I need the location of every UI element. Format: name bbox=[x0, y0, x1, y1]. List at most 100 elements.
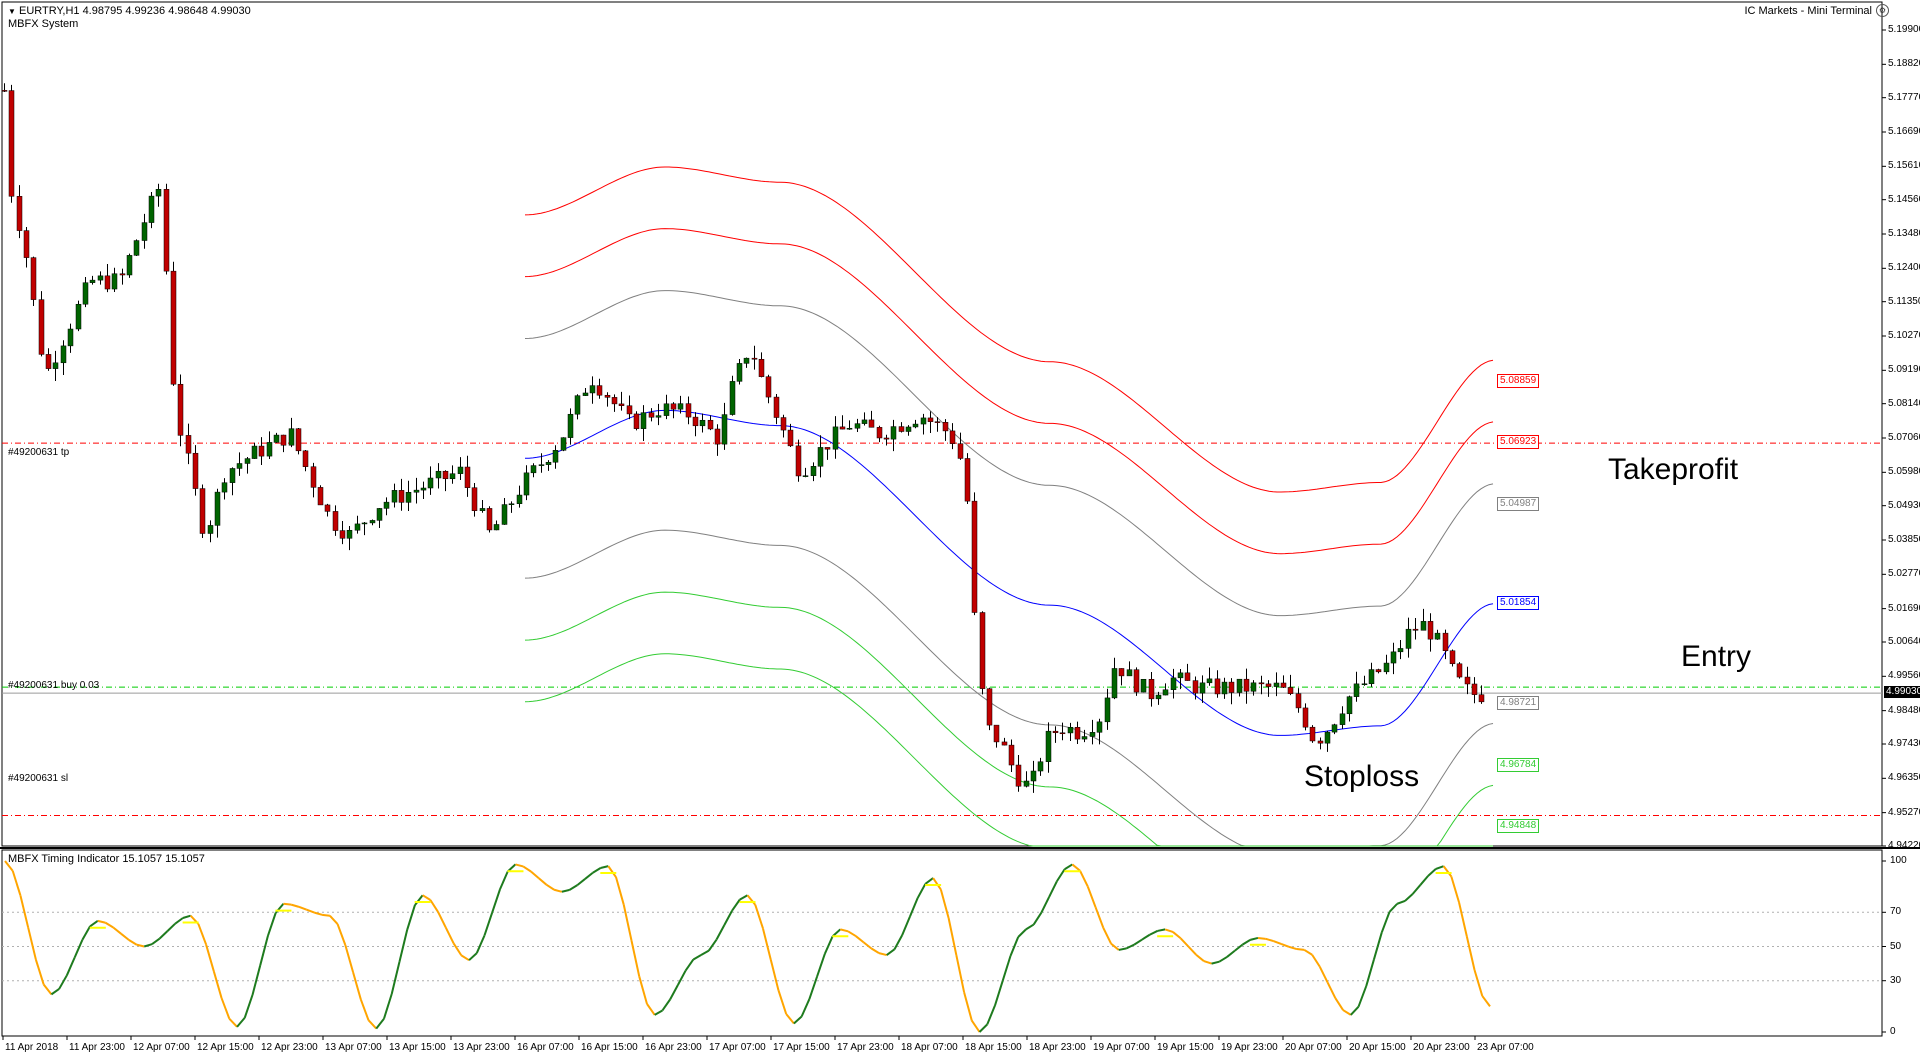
bear-candle bbox=[1008, 744, 1015, 766]
oscillator-rising-segment bbox=[406, 904, 416, 931]
bull-candle bbox=[266, 442, 273, 457]
oscillator-falling-segment bbox=[777, 989, 788, 1015]
oscillator-rising-segment bbox=[398, 929, 409, 963]
price-axis-label: 5.12400 bbox=[1888, 262, 1920, 274]
oscillator-rising-segment bbox=[243, 994, 254, 1019]
bull-candle bbox=[810, 466, 817, 476]
bull-candle bbox=[1023, 780, 1030, 787]
settings-icon[interactable]: ⚙ bbox=[1876, 4, 1889, 17]
tp-order-label: #49200631 tp bbox=[8, 447, 70, 458]
oscillator-rising-segment bbox=[986, 1005, 996, 1025]
oscillator-rising-segment bbox=[1211, 960, 1220, 965]
time-axis-label: 13 Apr 07:00 bbox=[325, 1042, 382, 1053]
broker-label: IC Markets - Mini Terminal bbox=[1744, 5, 1872, 17]
oscillator-rising-segment bbox=[89, 920, 99, 928]
oscillator-rising-segment bbox=[715, 924, 726, 941]
oscillator-falling-segment bbox=[769, 959, 780, 991]
price-axis-label: 5.00640 bbox=[1888, 636, 1920, 647]
bull-candle bbox=[1420, 621, 1427, 631]
oscillator-rising-segment bbox=[661, 998, 671, 1012]
bull-candle bbox=[1126, 669, 1133, 677]
bear-candle bbox=[119, 273, 126, 276]
oscillator-falling-segment bbox=[615, 876, 625, 905]
bull-candle bbox=[251, 445, 258, 459]
bear-candle bbox=[934, 421, 941, 423]
oscillator-falling-segment bbox=[290, 903, 300, 908]
oscillator-falling-segment bbox=[754, 904, 764, 929]
main-pane-frame bbox=[1, 1, 1883, 847]
bull-candle bbox=[523, 472, 530, 496]
oscillator-falling-segment bbox=[444, 927, 455, 944]
bear-candle bbox=[964, 458, 971, 502]
bull-candle bbox=[1361, 683, 1368, 686]
oscillator-rising-segment bbox=[723, 910, 733, 926]
time-axis-label: 17 Apr 07:00 bbox=[709, 1042, 766, 1053]
oscillator-rising-segment bbox=[414, 894, 424, 906]
oscillator-falling-segment bbox=[847, 930, 857, 937]
bull-candle bbox=[214, 491, 221, 526]
lower-gray-band bbox=[524, 529, 1494, 847]
oscillator-rising-segment bbox=[901, 916, 911, 936]
oscillator-falling-segment bbox=[205, 944, 215, 972]
oscillator-rising-segment bbox=[1357, 985, 1368, 1008]
oscillator-rising-segment bbox=[677, 970, 687, 986]
bull-candle bbox=[148, 195, 155, 223]
bull-candle bbox=[677, 403, 684, 410]
bull-candle bbox=[449, 473, 456, 480]
oscillator-falling-segment bbox=[437, 911, 447, 929]
bull-candle bbox=[479, 508, 486, 511]
oscillator-falling-segment bbox=[452, 942, 463, 956]
oscillator-rising-segment bbox=[739, 894, 748, 901]
oscillator-rising-segment bbox=[1388, 903, 1398, 913]
bull-candle bbox=[508, 503, 515, 505]
oscillator-falling-segment bbox=[298, 905, 307, 911]
bull-candle bbox=[567, 413, 574, 438]
oscillator-rising-segment bbox=[569, 884, 578, 891]
bear-candle bbox=[692, 416, 699, 427]
oscillator-falling-segment bbox=[947, 917, 958, 956]
bull-candle bbox=[244, 458, 251, 464]
oscillator-axis-label: 30 bbox=[1890, 974, 1902, 986]
dropdown-triangle-icon[interactable]: ▼ bbox=[8, 7, 16, 16]
oscillator-falling-segment bbox=[11, 870, 22, 896]
oscillator-rising-segment bbox=[1249, 936, 1259, 941]
bull-candle bbox=[493, 524, 500, 531]
bear-candle bbox=[898, 426, 905, 432]
oscillator-rising-segment bbox=[158, 930, 169, 940]
bear-candle bbox=[1074, 727, 1081, 740]
oscillator-rising-segment bbox=[1226, 949, 1236, 958]
oscillator-rising-segment bbox=[1126, 943, 1135, 950]
bear-candle bbox=[324, 504, 331, 512]
oscillator-rising-segment bbox=[978, 1023, 988, 1033]
oscillator-rising-segment bbox=[1149, 930, 1158, 936]
bull-candle bbox=[582, 392, 589, 396]
oscillator-rising-segment bbox=[692, 954, 702, 961]
bull-candle bbox=[817, 447, 824, 467]
oscillator-rising-segment bbox=[182, 914, 191, 919]
oscillator-rising-segment bbox=[576, 878, 586, 886]
bear-candle bbox=[1471, 683, 1478, 695]
time-axis-label: 11 Apr 2018 bbox=[5, 1042, 59, 1053]
bull-candle bbox=[1331, 724, 1338, 733]
bear-candle bbox=[787, 429, 794, 447]
bear-candle bbox=[1133, 669, 1140, 693]
oscillator-falling-segment bbox=[1203, 960, 1212, 965]
bear-candle bbox=[1295, 693, 1302, 709]
bull-candle bbox=[538, 464, 545, 466]
bear-candle bbox=[773, 396, 780, 418]
bull-candle bbox=[729, 381, 736, 415]
bull-candle bbox=[574, 395, 581, 415]
bear-candle bbox=[464, 466, 471, 488]
oscillator-rising-segment bbox=[1419, 875, 1429, 886]
lower-green-band-2 bbox=[524, 653, 1493, 847]
oscillator-falling-segment bbox=[1280, 942, 1290, 948]
bear-candle bbox=[1265, 683, 1272, 687]
bear-candle bbox=[927, 417, 934, 422]
bull-candle bbox=[354, 523, 361, 531]
bear-candle bbox=[604, 394, 611, 398]
oscillator-falling-segment bbox=[1257, 936, 1266, 940]
oscillator-rising-segment bbox=[808, 976, 819, 1000]
oscillator-rising-segment bbox=[1025, 923, 1035, 931]
